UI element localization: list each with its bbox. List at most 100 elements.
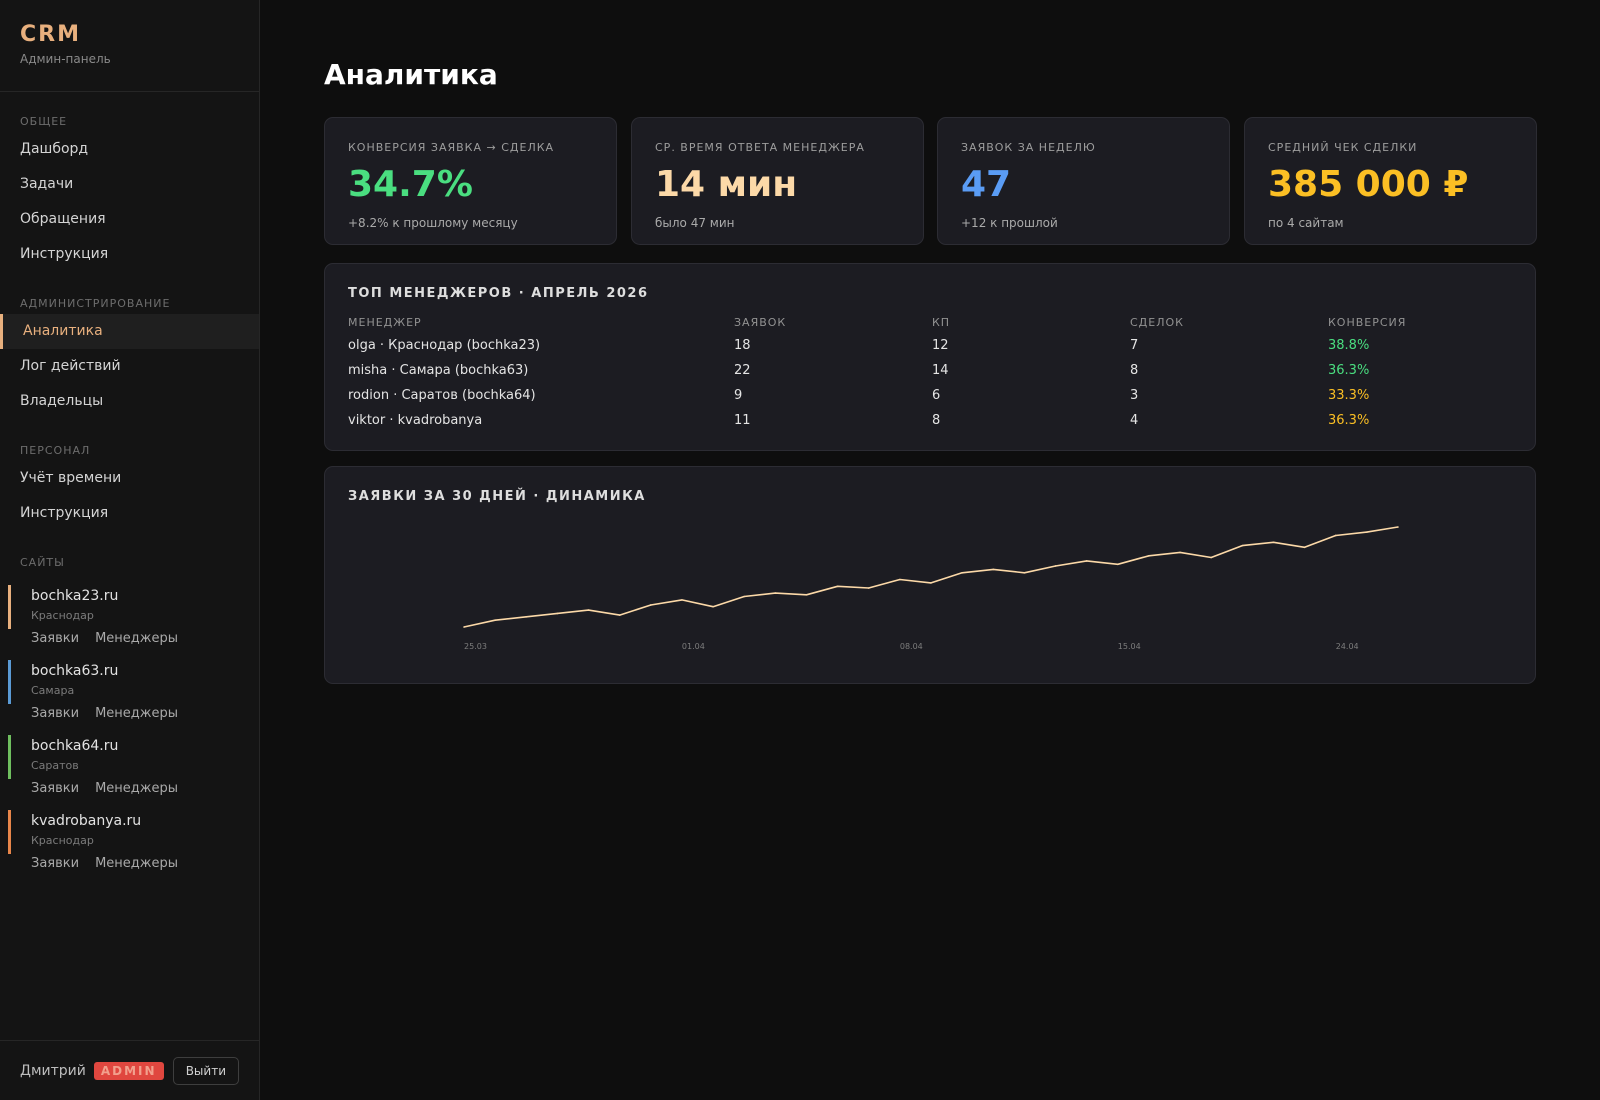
data-point [992,568,995,571]
data-point [805,593,808,596]
site-links: Заявки Менеджеры [31,856,259,871]
nav-section-admin: Администрирование [20,297,171,310]
data-point [774,592,777,594]
column-kp: КП [932,315,951,329]
data-point [1397,526,1399,528]
nav-item-tasks[interactable]: Задачи [20,176,74,192]
nav-item-staff-instructions[interactable]: Инструкция [20,505,109,521]
kpi-label: Заявок за неделю [961,141,1096,154]
cell-deals: 4 [1130,413,1139,428]
data-point [1085,560,1088,562]
nav-item-analytics[interactable]: Аналитика [0,314,259,349]
kpi-note: +12 к прошлой [961,216,1058,230]
nav-item-time-tracking[interactable]: Учёт времени [20,470,122,486]
nav-staff: Персонал Учёт времени Инструкция [0,419,259,531]
site-link-managers[interactable]: Менеджеры [95,781,179,796]
cell-conversion: 38.8% [1328,338,1370,353]
cell-conversion: 36.3% [1328,413,1370,428]
column-manager: Менеджер [348,315,422,329]
site-link-leads[interactable]: Заявки [31,706,80,721]
site-link-managers[interactable]: Менеджеры [95,706,179,721]
cell-leads: 11 [734,413,751,428]
kpi-average-check: Средний чек сделки 385 000 ₽ по 4 сайтам [1244,117,1537,245]
kpi-response-time: Ср. время ответа менеджера 14 мин было 4… [631,117,924,245]
data-point [836,585,839,588]
table-row: viktor · kvadrobanya 11 8 4 36.3% [348,408,1514,433]
site-city: Краснодар [31,609,94,622]
cell-deals: 8 [1130,363,1139,378]
site-color-bar [8,660,11,704]
nav-general: Общее Дашборд Задачи Обращения Инструкци… [0,92,259,272]
site-link-managers[interactable]: Менеджеры [95,856,179,871]
site-links: Заявки Менеджеры [31,781,259,796]
cell-leads: 9 [734,388,743,403]
data-point [1334,534,1337,537]
nav-item-instructions[interactable]: Инструкция [20,246,109,262]
chart-panel: Заявки за 30 дней · динамика 25.03 01.04 0… [324,466,1536,684]
data-point [1023,571,1026,574]
site-link-leads[interactable]: Заявки [31,781,80,796]
nav-item-action-log[interactable]: Лог действий [20,358,121,374]
kpi-value: 385 000 ₽ [1268,164,1469,205]
cell-conversion: 33.3% [1328,388,1370,403]
data-point [930,582,932,584]
data-point [1366,531,1368,533]
brand-subtitle: Админ-панель [20,52,111,66]
data-point [681,599,683,601]
cell-kp: 8 [932,413,941,428]
logout-button[interactable]: Выйти [172,1056,239,1085]
nav-item-owners[interactable]: Владельцы [20,393,104,409]
data-point [494,619,496,622]
kpi-value: 34.7% [348,164,473,205]
leads-line-chart: 25.03 01.04 08.04 15.04 24.04 [463,526,1399,651]
admin-badge: ADMIN [93,1061,164,1080]
data-point [1210,556,1212,559]
kpi-label: Ср. время ответа менеджера [655,141,865,154]
data-point [1303,546,1306,549]
nav-section-staff: Персонал [20,444,91,457]
site-bochka63: bochka63.ru Самара Заявки Менеджеры [0,660,259,721]
user-name: Дмитрий [20,1062,86,1079]
site-name[interactable]: bochka23.ru [31,588,119,604]
managers-title: Топ менеджеров · апрель 2026 [348,286,649,301]
kpi-weekly-leads: Заявок за неделю 47 +12 к прошлой [937,117,1230,245]
kpi-value: 14 мин [655,164,798,205]
site-name[interactable]: bochka63.ru [31,663,119,679]
data-point [961,571,963,574]
table-header-row: Менеджер Заявок КП Сделок Конверсия [348,311,1514,333]
brand: CRM Админ-панель [0,0,259,92]
data-point [1272,541,1275,544]
kpi-label: Средний чек сделки [1268,141,1418,154]
cell-conversion: 36.3% [1328,363,1370,378]
nav-item-requests[interactable]: Обращения [20,211,106,227]
site-color-bar [8,735,11,779]
cell-kp: 12 [932,338,949,353]
site-name[interactable]: bochka64.ru [31,738,119,754]
data-point [618,614,621,616]
site-link-leads[interactable]: Заявки [31,631,80,646]
page-title: Аналитика [324,58,498,91]
table-row: olga · Краснодар (bochka23) 18 12 7 38.8… [348,333,1514,358]
kpi-label: Конверсия заявка → сделка [348,141,555,154]
site-link-leads[interactable]: Заявки [31,856,80,871]
site-color-bar [8,585,11,629]
data-point [1117,563,1119,566]
managers-table: Менеджер Заявок КП Сделок Конверсия olga… [348,311,1514,433]
column-deals: Сделок [1130,315,1184,329]
nav-section-general: Общее [20,115,68,128]
cell-manager: olga · Краснодар (bochka23) [348,338,541,353]
cell-leads: 22 [734,363,751,378]
data-point [899,578,901,581]
site-links: Заявки Менеджеры [31,631,259,646]
cell-kp: 6 [932,388,941,403]
data-point [712,605,714,608]
site-color-bar [8,810,11,854]
data-point [1179,551,1181,554]
site-link-managers[interactable]: Менеджеры [95,631,179,646]
data-point [556,612,559,615]
kpi-value: 47 [961,164,1012,205]
site-name[interactable]: kvadrobanya.ru [31,813,142,829]
data-point [1054,565,1057,567]
data-point [587,609,590,611]
nav-item-dashboard[interactable]: Дашборд [20,141,89,157]
